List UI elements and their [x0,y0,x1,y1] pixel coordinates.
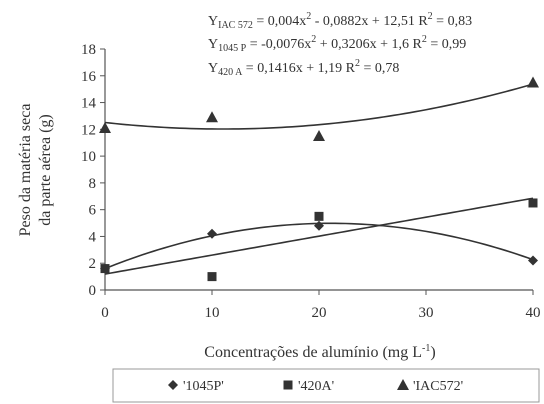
legend-item-iac572: 'IAC572' [397,379,463,394]
x-axis-title-sup: -1 [422,343,430,354]
x-axis-title-tail: ) [430,344,435,361]
fit-curve-iac572 [104,83,534,130]
point-420a [528,198,538,208]
point-420a [314,211,324,221]
equation-420a-sup1: 2 [355,58,360,69]
point-iac572 [99,121,111,133]
y-tick-label: 4 [89,229,97,245]
fit-line-420a [104,197,534,275]
x-tick-label: 10 [205,305,220,321]
equation-iac572-sub: IAC 572 [218,20,253,31]
point-420a [100,264,110,274]
equation-420a: Y420 A = 0,1416x + 1,19 R2 = 0,78 [208,58,399,78]
point-iac572 [527,76,539,88]
equation-1045p: Y1045 P = -0,0076x2 + 0,3206x + 1,6 R2 =… [208,34,466,54]
equation-1045p-sup2: 2 [422,34,427,45]
y-tick-label: 8 [89,176,97,192]
equation-iac572-sup1: 2 [306,11,311,22]
equation-420a-sub: 420 A [218,67,243,78]
y-tick-label: 14 [81,96,97,112]
legend-box [112,368,540,403]
y-tick-label: 10 [81,149,96,165]
fit-lines [104,83,534,275]
x-tick-label: 20 [312,305,327,321]
equation-1045p-text2: + 0,3206x + 1,6 R [316,37,422,52]
equation-420a-text2: = 0,78 [360,61,399,76]
y-axis-title-line1: Peso da matéria seca [17,104,34,237]
equation-1045p-sup1: 2 [311,34,316,45]
y-tick-label: 16 [81,69,97,85]
x-tick-label: 30 [419,305,434,321]
x-axis-title-main: Concentrações de alumínio (mg L [204,344,422,361]
legend-item-420a-label: '420A' [298,379,334,394]
equation-iac572: YIAC 572 = 0,004x2 - 0,0882x + 12,51 R2 … [208,11,472,31]
data-markers [99,76,539,282]
y-axis-title: Peso da matéria seca da parte aérea (g) [17,104,54,237]
legend-item-420a: '420A' [283,379,334,394]
point-1045p [207,228,217,239]
y-tick-label: 12 [81,122,96,138]
equation-420a-text1: = 0,1416x + 1,19 R [242,61,355,76]
point-iac572 [313,130,325,142]
equation-1045p-prefix: Y [208,37,218,52]
y-ticks: 0 2 4 6 8 10 12 14 16 18 [81,42,105,299]
x-tick-label: 40 [526,305,541,321]
legend-item-1045p-marker [168,380,178,390]
equation-1045p-sub: 1045 P [218,43,247,54]
legend-item-iac572-marker [397,379,409,390]
equation-iac572-text2: - 0,0882x + 12,51 R [311,14,428,29]
equation-1045p-text1: = -0,0076x [246,37,311,52]
legend-item-1045p-label: '1045P' [183,379,224,394]
x-axis-title: Concentrações de alumínio (mg L-1) [204,343,435,361]
y-tick-label: 0 [89,283,97,299]
y-tick-label: 18 [81,42,96,58]
legend-items: '1045P' '420A' 'IAC572' [168,379,463,394]
legend: '1045P' '420A' 'IAC572' [112,368,540,403]
y-axis-title-line2: da parte aérea (g) [37,114,54,225]
point-1045p [528,255,538,266]
equation-420a-prefix: Y [208,61,218,76]
equation-iac572-text1: = 0,004x [253,14,306,29]
legend-item-420a-marker [283,380,293,390]
y-tick-label: 2 [89,256,97,272]
point-iac572 [206,111,218,123]
x-tick-label: 0 [101,305,109,321]
legend-item-iac572-label: 'IAC572' [413,379,463,394]
legend-item-1045p: '1045P' [168,379,224,394]
equation-iac572-text3: = 0,83 [433,14,472,29]
x-ticks: 0 10 20 30 40 [101,290,541,321]
equation-iac572-prefix: Y [208,14,218,29]
equation-iac572-sup2: 2 [428,11,433,22]
point-420a [207,272,217,282]
y-tick-label: 6 [89,203,97,219]
point-1045p [314,220,324,231]
equation-1045p-text3: = 0,99 [427,37,466,52]
